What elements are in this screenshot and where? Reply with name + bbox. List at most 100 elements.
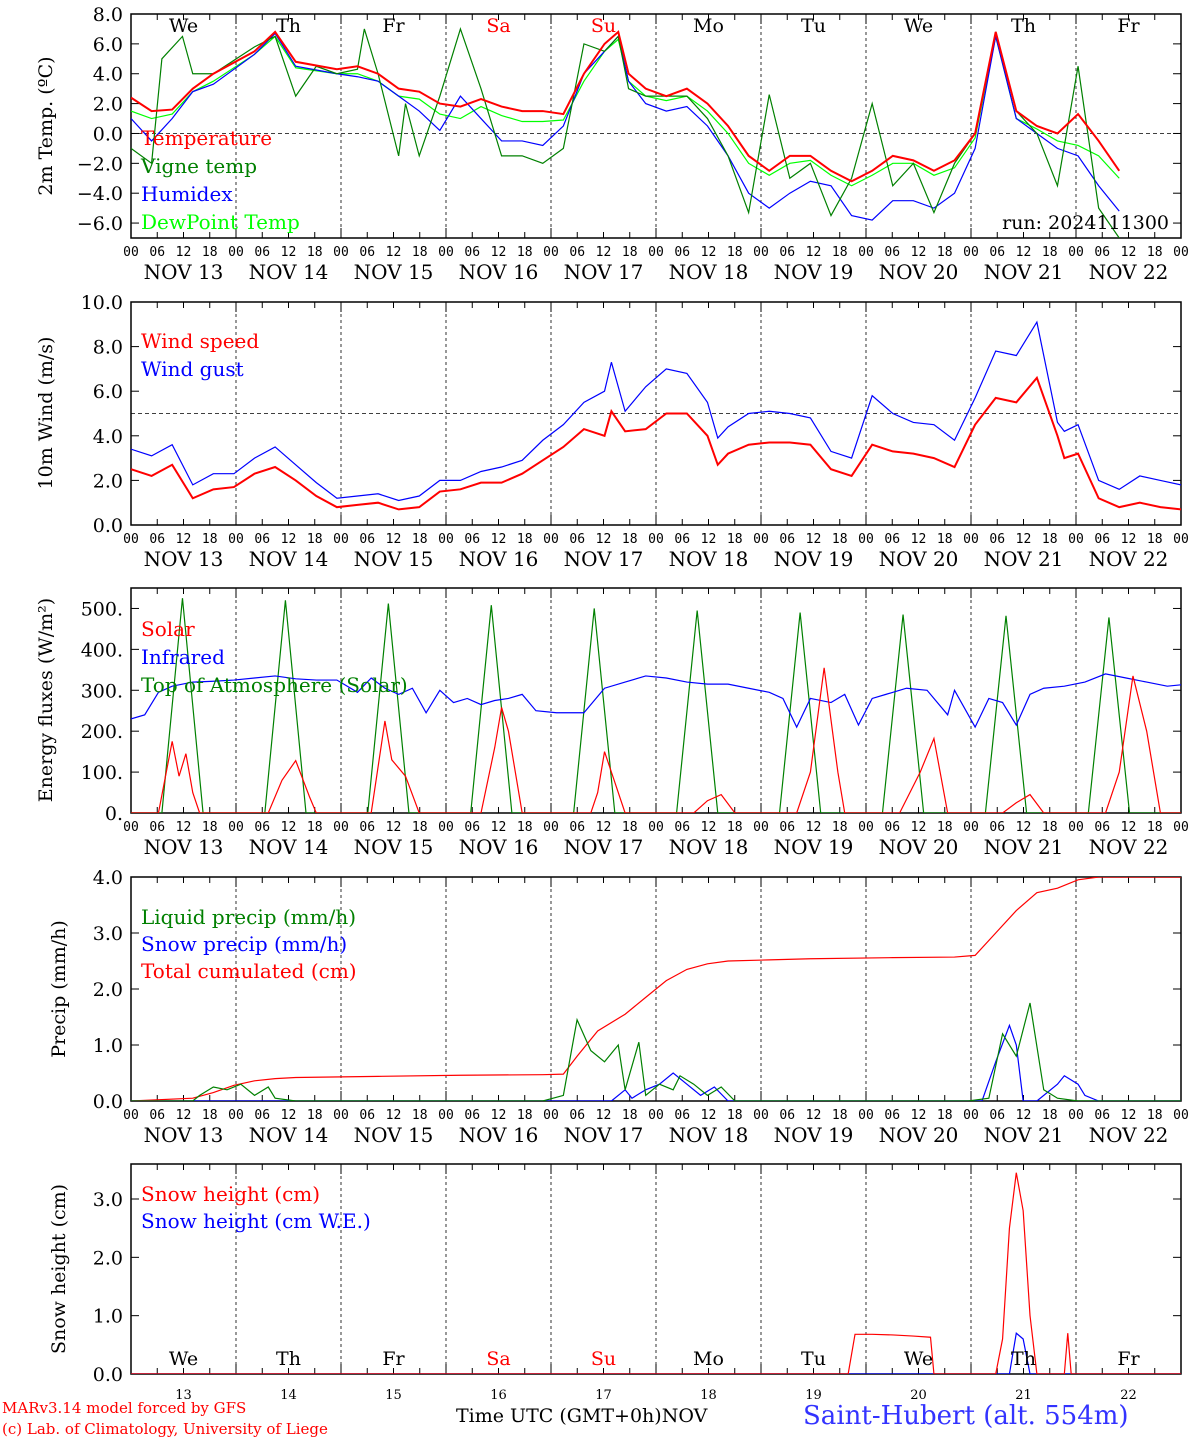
series-line-2 <box>131 320 1181 502</box>
date-label: NOV 17 <box>564 260 644 284</box>
legend-entry: Total cumulated (cm) <box>141 959 357 983</box>
hour-tick-label: 18 <box>307 1108 323 1123</box>
date-label: NOV 21 <box>984 835 1064 859</box>
hour-tick-label: 00 <box>858 245 874 260</box>
hour-tick-label: 00 <box>228 1108 244 1123</box>
hour-tick-label: 00 <box>648 820 664 835</box>
station-label: Saint-Hubert (alt. 554m) <box>803 1401 1129 1431</box>
hour-tick-label: 12 <box>911 820 927 835</box>
series-line-1 <box>131 30 1121 183</box>
hour-tick-label: 12 <box>911 532 927 547</box>
hour-tick-label: 12 <box>596 532 612 547</box>
hour-tick-label: 18 <box>202 245 218 260</box>
hour-tick-label: 18 <box>1042 1108 1058 1123</box>
hour-tick-label: 00 <box>438 245 454 260</box>
hour-tick-label: 06 <box>254 245 270 260</box>
hour-tick-label: 12 <box>176 532 192 547</box>
weekday-label: Sa <box>486 15 510 37</box>
month-label: NOV <box>661 1405 708 1427</box>
series-line-1 <box>131 667 1181 813</box>
chart-panel-2: 10.08.06.04.02.00.000 06 12 18 00 06 12 18 00 06 1… <box>35 292 1189 571</box>
y-axis-title: Snow height (cm) <box>48 1184 70 1354</box>
hour-tick-label: 12 <box>1016 532 1032 547</box>
hour-tick-label: 00 <box>648 532 664 547</box>
y-tick-label: 3.0 <box>93 923 123 945</box>
hour-tick-label: 18 <box>1147 820 1163 835</box>
legend-entry: DewPoint Temp <box>141 210 300 234</box>
hour-tick-label: 06 <box>359 820 375 835</box>
weekday-label: Su <box>591 15 616 37</box>
date-label: NOV 13 <box>144 1123 224 1147</box>
hour-tick-label: 18 <box>517 1108 533 1123</box>
hour-tick-label: 18 <box>937 245 953 260</box>
hour-tick-label: 00 <box>753 245 769 260</box>
lab-credit: (c) Lab. of Climatology, University of L… <box>2 1420 328 1438</box>
series-line-1 <box>131 375 1181 511</box>
hour-tick-label: 06 <box>989 1108 1005 1123</box>
weekday-label: Fr <box>382 15 405 37</box>
date-label: NOV 15 <box>354 1123 434 1147</box>
day-number-label: 22 <box>1120 1388 1137 1403</box>
chart-panel-5: 3.0 2.0 1.0 0.0 Snow height (cm) Snow height … <box>48 1163 1182 1403</box>
hour-tick-label: 12 <box>491 1108 507 1123</box>
hour-tick-label: 06 <box>149 532 165 547</box>
hour-tick-label: 18 <box>412 245 428 260</box>
legend-entry: Vigne temp <box>140 154 257 178</box>
hour-tick-label: 00 <box>543 820 559 835</box>
y-tick-label: 8.0 <box>93 337 123 359</box>
hour-tick-label: 06 <box>359 1108 375 1123</box>
hour-tick-label: 12 <box>596 1108 612 1123</box>
hour-tick-label: 18 <box>517 820 533 835</box>
date-label: NOV 21 <box>984 547 1064 571</box>
day-number-label: 16 <box>490 1388 507 1403</box>
date-label: NOV 15 <box>354 835 434 859</box>
hour-tick-label: 12 <box>701 820 717 835</box>
hour-tick-label: 06 <box>989 532 1005 547</box>
hour-tick-label: 06 <box>149 245 165 260</box>
hour-tick-label: 18 <box>202 820 218 835</box>
hour-tick-label: 06 <box>569 1108 585 1123</box>
hour-tick-label: 00 <box>333 1108 349 1123</box>
hour-tick-label: 00 <box>1068 820 1084 835</box>
hour-tick-label: 06 <box>1094 245 1110 260</box>
hour-tick-label: 18 <box>832 1108 848 1123</box>
hour-tick-label: 06 <box>884 532 900 547</box>
hour-tick-label: 06 <box>359 532 375 547</box>
y-axis-title: Precip (mm/h) <box>48 920 70 1058</box>
date-label: NOV 13 <box>144 547 224 571</box>
weekday-label: Sa <box>486 1348 510 1370</box>
hour-tick-label: 00 <box>1173 245 1189 260</box>
y-tick-label: 0.0 <box>93 515 123 537</box>
date-label: NOV 14 <box>249 547 329 571</box>
hour-tick-label: 06 <box>674 245 690 260</box>
hour-tick-label: 00 <box>648 245 664 260</box>
date-label: NOV 16 <box>459 835 539 859</box>
hour-tick-label: 12 <box>701 532 717 547</box>
hour-tick-label: 12 <box>1016 1108 1032 1123</box>
hour-tick-label: 00 <box>543 532 559 547</box>
hour-tick-label: 12 <box>1121 1108 1137 1123</box>
hour-tick-label: 18 <box>307 532 323 547</box>
date-label: NOV 14 <box>249 260 329 284</box>
hour-tick-label: 00 <box>753 532 769 547</box>
y-tick-label: 400. <box>81 639 123 661</box>
y-tick-label: 2.0 <box>93 1247 123 1269</box>
hour-tick-label: 00 <box>228 820 244 835</box>
date-label: NOV 20 <box>879 835 959 859</box>
time-axis-title: Time UTC (GMT+0h) <box>456 1405 662 1427</box>
hour-tick-label: 12 <box>176 1108 192 1123</box>
hour-tick-label: 06 <box>464 532 480 547</box>
hour-tick-label: 00 <box>963 820 979 835</box>
day-number-label: 14 <box>280 1388 297 1403</box>
hour-tick-label: 12 <box>911 245 927 260</box>
day-number-label: 18 <box>700 1388 717 1403</box>
hour-tick-label: 12 <box>806 1108 822 1123</box>
legend-entry: Snow height (cm W.E.) <box>141 1209 371 1233</box>
hour-tick-label: 18 <box>937 820 953 835</box>
series-line-1 <box>131 1172 1181 1374</box>
hour-tick-label: 18 <box>202 1108 218 1123</box>
y-tick-label: −6.0 <box>77 213 123 235</box>
hour-tick-label: 12 <box>806 532 822 547</box>
y-tick-label: 0.0 <box>93 123 123 145</box>
